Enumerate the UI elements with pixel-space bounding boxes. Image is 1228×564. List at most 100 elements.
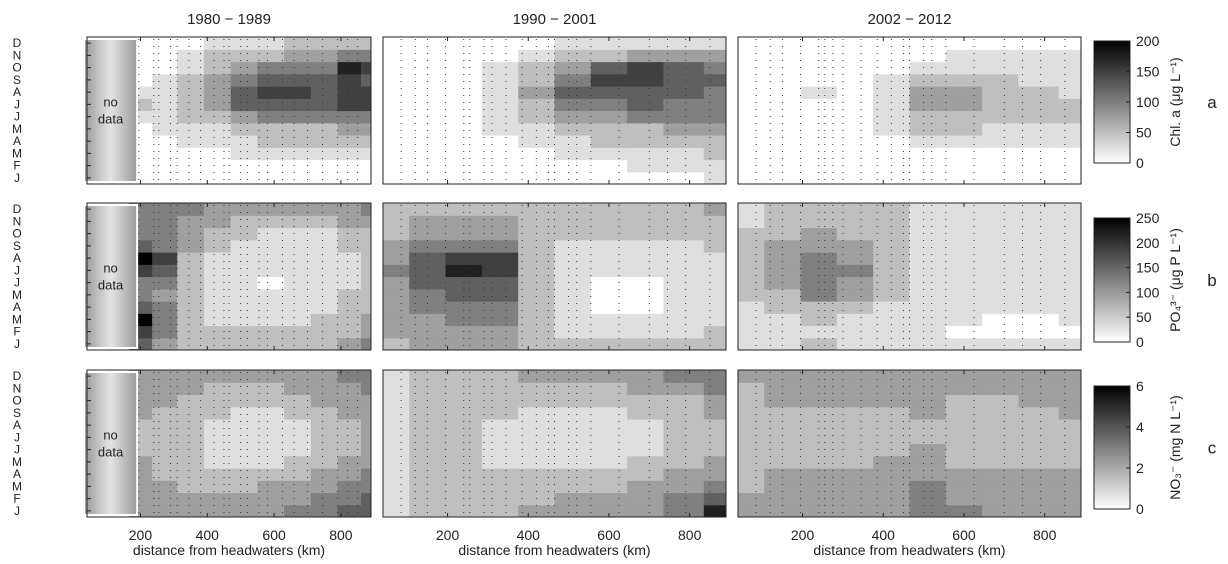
heatmap-cell xyxy=(310,394,339,408)
heatmap-cell xyxy=(383,239,410,253)
panel-frame xyxy=(86,36,372,185)
heatmap-cell xyxy=(800,455,838,469)
heatmap-cell xyxy=(445,86,483,99)
heatmap-cell xyxy=(1018,252,1060,265)
heatmap-cell xyxy=(481,419,519,432)
heatmap-cell xyxy=(337,135,362,148)
heatmap-cell xyxy=(982,203,1020,216)
heatmap-cell xyxy=(257,159,285,173)
no-data-block xyxy=(83,38,139,183)
heatmap-cell xyxy=(909,49,947,63)
heatmap-cell xyxy=(383,49,410,63)
month-tick-label: A xyxy=(13,134,21,148)
heatmap-cell xyxy=(360,288,371,302)
heatmap-cell xyxy=(982,492,1020,506)
heatmap-cell xyxy=(627,325,665,339)
heatmap-cell xyxy=(590,455,628,469)
heatmap-cell xyxy=(203,468,232,481)
heatmap-cell xyxy=(177,492,205,506)
heatmap-cell xyxy=(982,455,1020,469)
heatmap-cell xyxy=(909,215,947,229)
heatmap-cell xyxy=(230,110,258,124)
heatmap-cell xyxy=(590,86,628,99)
heatmap-cell xyxy=(360,252,371,265)
heatmap-cell xyxy=(909,370,947,383)
heatmap-cell xyxy=(230,370,258,383)
heatmap-cell xyxy=(177,227,205,241)
heatmap-cell xyxy=(445,301,483,314)
heatmap-cell xyxy=(1018,370,1060,383)
heatmap-cell xyxy=(177,159,205,173)
heatmap-cell xyxy=(873,171,911,184)
heatmap-cell xyxy=(663,337,705,350)
heatmap-cell xyxy=(1018,135,1060,148)
heatmap-cell xyxy=(627,122,665,136)
heatmap-cell xyxy=(590,215,628,229)
heatmap-cell xyxy=(152,431,178,445)
heatmap-cell xyxy=(360,382,371,396)
heatmap-cell xyxy=(230,159,258,173)
heatmap-cell xyxy=(284,215,312,229)
heatmap-cell xyxy=(310,443,339,457)
heatmap-cell xyxy=(590,110,628,124)
heatmap-cell xyxy=(409,288,447,302)
heatmap-cell xyxy=(909,406,947,420)
heatmap-cell xyxy=(152,49,178,63)
heatmap-cell xyxy=(663,301,705,314)
heatmap-cell xyxy=(177,419,205,432)
colorbar-tick-label: 6 xyxy=(1136,378,1144,394)
heatmap-cell xyxy=(383,504,410,517)
heatmap-cell xyxy=(982,110,1020,124)
panel-frame xyxy=(382,36,727,185)
heatmap-cell xyxy=(310,159,339,173)
heatmap-cell xyxy=(1058,215,1081,229)
heatmap-cell xyxy=(257,171,285,184)
heatmap-cell xyxy=(230,215,258,229)
heatmap-cell xyxy=(257,98,285,112)
month-tick-label: D xyxy=(13,202,22,216)
heatmap-cell xyxy=(230,227,258,241)
heatmap-cell xyxy=(481,37,519,50)
heatmap-cell xyxy=(738,227,765,241)
heatmap-cell xyxy=(663,313,705,327)
heatmap-cell xyxy=(383,301,410,314)
heatmap-cell xyxy=(590,370,628,383)
heatmap-cell xyxy=(836,264,874,278)
heatmap-cell xyxy=(738,313,765,327)
heatmap-cell xyxy=(1018,455,1060,469)
heatmap-cell xyxy=(764,98,802,112)
heatmap-cell xyxy=(409,480,447,494)
heatmap-cell xyxy=(703,313,726,327)
heatmap-cell xyxy=(360,61,371,75)
heatmap-cell xyxy=(627,73,665,87)
heatmap-cell xyxy=(257,394,285,408)
heatmap-cell xyxy=(663,110,705,124)
heatmap-cell xyxy=(310,301,339,314)
panel-frame xyxy=(382,369,727,518)
heatmap-cell xyxy=(703,406,726,420)
heatmap-cell xyxy=(360,264,371,278)
heatmap-cell xyxy=(703,443,726,457)
heatmap-cell xyxy=(909,203,947,216)
heatmap-cell xyxy=(738,239,765,253)
heatmap-cell xyxy=(982,73,1020,87)
heatmap-cell xyxy=(284,276,312,290)
heatmap-cell xyxy=(230,37,258,50)
heatmap-cell xyxy=(627,276,665,290)
heatmap-cell xyxy=(257,61,285,75)
heatmap-cell xyxy=(383,480,410,494)
heatmap-cell xyxy=(481,61,519,75)
heatmap-cell xyxy=(177,406,205,420)
heatmap-cell xyxy=(627,337,665,350)
heatmap-cell xyxy=(310,135,339,148)
heatmap-cell xyxy=(481,394,519,408)
heatmap-cell xyxy=(360,122,371,136)
heatmap-cell xyxy=(1018,468,1060,481)
heatmap-cell xyxy=(982,325,1020,339)
heatmap-cell xyxy=(203,61,232,75)
x-tick-label: 800 xyxy=(1033,527,1057,543)
heatmap-cell xyxy=(284,203,312,216)
heatmap-cell xyxy=(738,252,765,265)
heatmap-cell xyxy=(177,215,205,229)
